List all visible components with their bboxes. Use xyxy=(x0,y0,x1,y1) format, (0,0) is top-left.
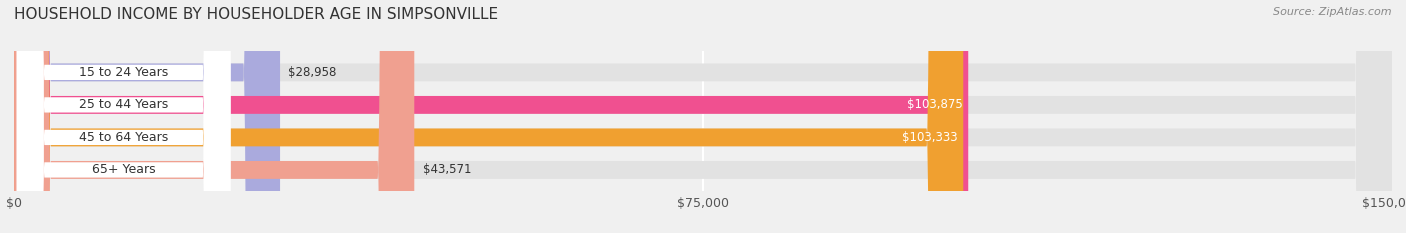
Text: HOUSEHOLD INCOME BY HOUSEHOLDER AGE IN SIMPSONVILLE: HOUSEHOLD INCOME BY HOUSEHOLDER AGE IN S… xyxy=(14,7,498,22)
FancyBboxPatch shape xyxy=(14,0,1392,233)
FancyBboxPatch shape xyxy=(14,0,280,233)
FancyBboxPatch shape xyxy=(14,0,1392,233)
FancyBboxPatch shape xyxy=(14,0,1392,233)
Text: $103,333: $103,333 xyxy=(903,131,957,144)
FancyBboxPatch shape xyxy=(17,0,231,233)
Text: 15 to 24 Years: 15 to 24 Years xyxy=(79,66,169,79)
Text: $28,958: $28,958 xyxy=(288,66,336,79)
FancyBboxPatch shape xyxy=(14,0,969,233)
FancyBboxPatch shape xyxy=(17,0,231,233)
Text: Source: ZipAtlas.com: Source: ZipAtlas.com xyxy=(1274,7,1392,17)
FancyBboxPatch shape xyxy=(14,0,415,233)
FancyBboxPatch shape xyxy=(14,0,1392,233)
Text: $43,571: $43,571 xyxy=(423,163,471,176)
Text: 65+ Years: 65+ Years xyxy=(91,163,156,176)
FancyBboxPatch shape xyxy=(14,0,963,233)
FancyBboxPatch shape xyxy=(17,0,231,233)
FancyBboxPatch shape xyxy=(17,0,231,233)
Text: $103,875: $103,875 xyxy=(907,98,963,111)
Text: 25 to 44 Years: 25 to 44 Years xyxy=(79,98,169,111)
Text: 45 to 64 Years: 45 to 64 Years xyxy=(79,131,169,144)
